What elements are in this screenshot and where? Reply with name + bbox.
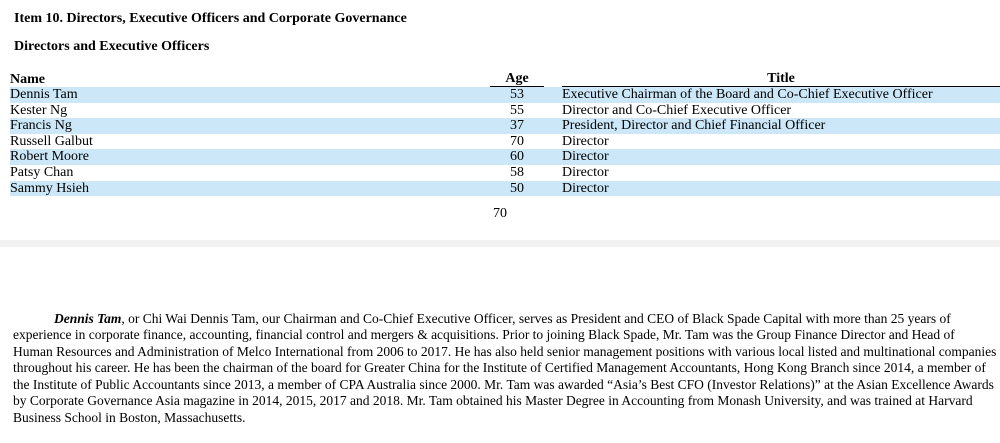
director-age: 58 xyxy=(510,164,524,180)
table-row: Robert Moore 60 Director xyxy=(10,149,1000,165)
bio-text: , or Chi Wai Dennis Tam, our Chairman an… xyxy=(13,310,997,426)
table-header-row: Name Age Title xyxy=(10,71,1000,87)
director-title: Director and Co-Chief Executive Officer xyxy=(562,102,792,118)
column-spacer xyxy=(544,165,562,181)
page-number: 70 xyxy=(493,206,507,221)
title-column-header: Title xyxy=(562,71,1000,87)
director-age: 60 xyxy=(510,149,524,165)
table-row: Russell Galbut 70 Director xyxy=(10,134,1000,150)
director-name: Patsy Chan xyxy=(10,164,74,180)
name-column-header: Name xyxy=(10,71,45,87)
director-title: Director xyxy=(562,164,609,180)
director-name: Russell Galbut xyxy=(10,133,93,149)
director-age: 70 xyxy=(510,133,524,149)
director-age: 50 xyxy=(510,180,524,196)
bio-paragraph: Dennis Tam, or Chi Wai Dennis Tam, our C… xyxy=(13,311,997,427)
director-name: Francis Ng xyxy=(10,118,72,134)
table-row: Kester Ng 55 Director and Co-Chief Execu… xyxy=(10,103,1000,119)
directors-table: Name Age Title Dennis Tam 53 Executive C… xyxy=(10,71,1000,197)
directors-subheading: Directors and Executive Officers xyxy=(14,39,210,54)
column-spacer xyxy=(544,134,562,150)
page-break-separator xyxy=(0,240,1000,247)
director-name: Robert Moore xyxy=(10,149,89,165)
table-row: Francis Ng 37 President, Director and Ch… xyxy=(10,118,1000,134)
director-name: Sammy Hsieh xyxy=(10,180,89,196)
director-age: 53 xyxy=(510,87,524,102)
directors-table-body: Dennis Tam 53 Executive Chairman of the … xyxy=(10,86,1000,197)
director-title: Director xyxy=(562,149,609,165)
column-spacer xyxy=(544,118,562,134)
table-row: Sammy Hsieh 50 Director xyxy=(10,180,1000,197)
director-title: Director xyxy=(562,133,609,149)
table-row: Dennis Tam 53 Executive Chairman of the … xyxy=(10,86,1000,103)
column-spacer xyxy=(544,181,562,197)
table-row: Patsy Chan 58 Director xyxy=(10,165,1000,181)
director-age: 55 xyxy=(510,102,524,118)
item10-heading: Item 10. Directors, Executive Officers a… xyxy=(14,11,407,26)
director-title: Director xyxy=(562,180,609,196)
bio-lead-name: Dennis Tam xyxy=(54,310,122,326)
director-name: Dennis Tam xyxy=(10,87,78,102)
column-spacer xyxy=(544,87,562,103)
column-spacer xyxy=(544,149,562,165)
column-spacer xyxy=(544,103,562,119)
director-title: President, Director and Chief Financial … xyxy=(562,118,826,134)
director-age: 37 xyxy=(510,118,524,134)
director-title: Executive Chairman of the Board and Co-C… xyxy=(562,87,933,102)
column-spacer xyxy=(544,71,562,87)
age-column-header: Age xyxy=(490,71,544,87)
director-name: Kester Ng xyxy=(10,102,68,118)
